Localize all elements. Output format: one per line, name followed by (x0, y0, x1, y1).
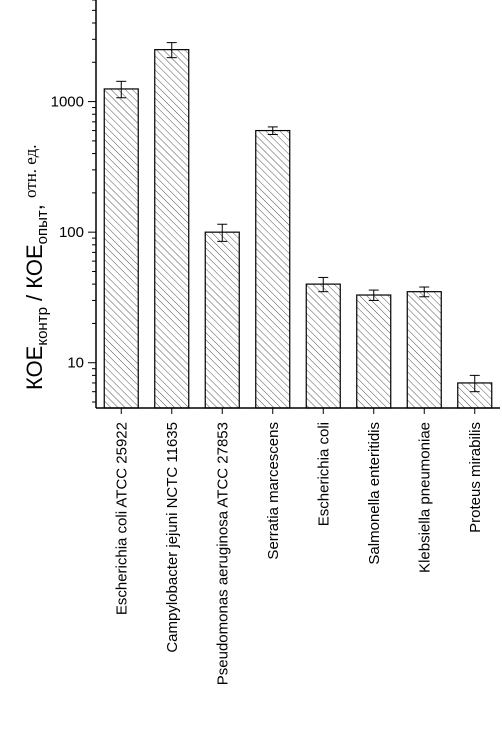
bar (103, 88, 139, 409)
bar (154, 49, 190, 409)
bar (305, 283, 341, 409)
category-label: Escherichia coli ATCC 25922 (113, 422, 130, 615)
y-tick-label: 1000 (51, 94, 84, 111)
y-axis-label: КОЕконтр / КОЕопыт, отн. ед. (21, 144, 51, 390)
bar (255, 129, 291, 409)
labels-layer: 10 100 1000 Escherichia coli ATCC 25922 Camp… (51, 94, 484, 686)
category-label: Serratia marcescens (265, 422, 282, 560)
axes-layer (88, 0, 500, 414)
bar (406, 291, 442, 409)
bar (204, 231, 240, 409)
category-label: Klebsiella pneumoniae (416, 422, 433, 573)
category-label: Proteus mirabilis (467, 422, 484, 533)
bars-layer (103, 42, 493, 409)
bar (356, 294, 392, 409)
category-label: Pseudomonas aeruginosa ATCC 27853 (214, 422, 231, 685)
y-tick-label: 10 (67, 355, 84, 372)
category-label: Escherichia coli (315, 422, 332, 526)
y-tick-label: 100 (59, 224, 84, 241)
category-label: Salmonella enteritidis (366, 422, 383, 565)
category-label: Campylobacter jejuni NCTC 11635 (164, 422, 181, 653)
